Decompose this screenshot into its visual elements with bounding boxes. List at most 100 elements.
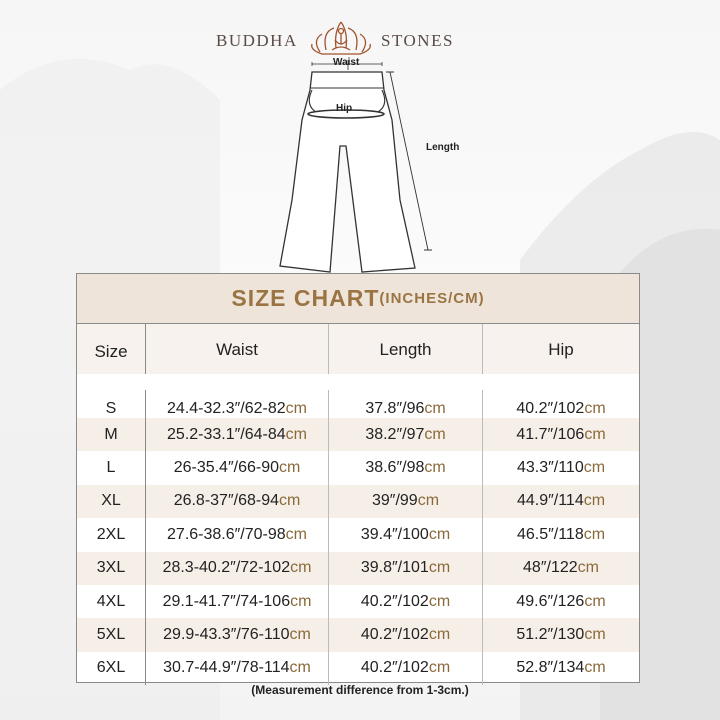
- size-cell-value: S: [105, 400, 117, 417]
- hip-cell: 40.2″/102 cm: [483, 390, 639, 418]
- size-cell: 2XL: [77, 518, 146, 552]
- size-cell-value: 4XL: [96, 592, 126, 610]
- title-text: SIZE CHART: [231, 285, 380, 311]
- length-cell-value: 39.4″/100: [360, 525, 429, 543]
- cm-unit: cm: [584, 592, 606, 610]
- length-cell-value: 40.2″/102: [360, 626, 429, 644]
- cm-unit: cm: [285, 425, 307, 443]
- cm-unit: cm: [290, 559, 312, 577]
- hip-cell-value: 51.2″/130: [516, 626, 585, 644]
- waist-cell: 29.9-43.3″/76-110 cm: [146, 618, 329, 652]
- cm-unit: cm: [289, 659, 311, 677]
- cm-unit: cm: [424, 459, 446, 477]
- cm-unit: cm: [584, 659, 606, 677]
- brand-logo: BUDDHA STONES: [200, 18, 480, 62]
- size-cell: 3XL: [77, 551, 146, 585]
- size-cell: L: [77, 451, 146, 485]
- size-cell-value: 3XL: [96, 559, 126, 577]
- cm-unit: cm: [428, 525, 451, 543]
- waist-cell: 27.6-38.6″/70-98 cm: [146, 518, 329, 552]
- lotus-meditation-icon: [311, 21, 371, 55]
- length-cell: 39.8″/101 cm: [329, 551, 483, 585]
- size-cell-value: 5XL: [96, 626, 126, 644]
- waist-cell: 26-35.4″/66-90 cm: [146, 451, 329, 485]
- waist-cell: 28.3-40.2″/72-102 cm: [146, 551, 329, 585]
- size-cell: 6XL: [77, 651, 146, 686]
- waist-cell-value: 27.6-38.6″/70-98: [167, 525, 286, 543]
- length-cell-value: 39″/99: [371, 492, 418, 510]
- waist-cell-value: 24.4-32.3″/62-82: [167, 400, 286, 417]
- hip-cell-value: 43.3″/110: [516, 459, 584, 477]
- cm-unit: cm: [278, 492, 301, 510]
- length-cell-value: 40.2″/102: [360, 659, 429, 677]
- waist-label: Waist: [333, 57, 360, 68]
- size-cell-value: M: [104, 425, 118, 443]
- size-chart-table: SIZE CHART (INCHES/CM) Size Waist Length …: [76, 273, 640, 686]
- cm-unit: cm: [583, 492, 606, 510]
- cm-unit: cm: [424, 425, 446, 443]
- size-cell: M: [77, 418, 146, 452]
- size-cell: XL: [77, 484, 146, 519]
- size-cell: S: [77, 390, 146, 418]
- size-cell-value: 6XL: [96, 659, 126, 677]
- cm-unit: cm: [584, 626, 606, 644]
- hip-cell-value: 49.6″/126: [516, 592, 585, 610]
- cm-unit: cm: [278, 459, 301, 477]
- table-row: L 26-35.4″/66-90 cm 38.6″/98 cm 43.3″/110 cm: [77, 451, 639, 485]
- brand-name-left: BUDDHA: [216, 31, 298, 50]
- table-row: S 24.4-32.3″/62-82 cm 37.8″/96 cm 40.2″/102 cm: [77, 374, 639, 418]
- length-cell-value: 39.8″/101: [360, 559, 429, 577]
- length-cell: 40.2″/102 cm: [329, 584, 483, 619]
- cm-unit: cm: [584, 425, 606, 443]
- length-cell: 40.2″/102 cm: [329, 651, 483, 686]
- size-cell-value: 2XL: [96, 525, 126, 543]
- hip-cell: 49.6″/126 cm: [483, 585, 639, 618]
- table-row: 4XL 29.1-41.7″/74-106 cm 40.2″/102 cm 49.6″/1…: [77, 584, 639, 619]
- length-cell-value: 38.6″/98: [365, 459, 425, 477]
- hip-cell: 51.2″/130 cm: [483, 618, 639, 651]
- table-row: M 25.2-33.1″/64-84 cm 38.2″/97 cm 41.7″/106 cm: [77, 418, 639, 452]
- length-cell-value: 38.2″/97: [365, 425, 425, 443]
- cm-unit: cm: [428, 626, 451, 644]
- header-row: Size Waist Length Hip: [77, 324, 639, 374]
- title-units: (INCHES/CM): [379, 290, 485, 307]
- length-cell: 39.4″/100 cm: [329, 518, 483, 552]
- waist-cell: 30.7-44.9″/78-114 cm: [146, 651, 329, 686]
- size-cell-value: XL: [101, 492, 121, 510]
- waist-cell-value: 26.8-37″/68-94: [173, 492, 279, 510]
- cm-unit: cm: [584, 400, 606, 417]
- hip-cell-value: 52.8″/134: [516, 659, 585, 677]
- length-cell-value: 40.2″/102: [360, 592, 429, 610]
- hip-label: Hip: [336, 103, 353, 114]
- waist-cell: 26.8-37″/68-94 cm: [146, 484, 329, 519]
- waist-cell: 24.4-32.3″/62-82 cm: [146, 390, 329, 418]
- header-size: Size: [77, 324, 146, 374]
- waist-cell-value: 29.1-41.7″/74-106: [162, 592, 291, 610]
- size-chart-title: SIZE CHART (INCHES/CM): [77, 274, 639, 324]
- hip-cell-value: 40.2″/102: [516, 400, 585, 417]
- hip-cell: 43.3″/110 cm: [483, 451, 639, 484]
- table-row: 6XL 30.7-44.9″/78-114 cm 40.2″/102 cm 52.8″/1…: [77, 651, 639, 686]
- hip-cell: 48″/122 cm: [483, 552, 639, 585]
- cm-unit: cm: [583, 525, 606, 543]
- waist-cell-value: 25.2-33.1″/64-84: [167, 425, 286, 443]
- size-cell: 5XL: [77, 618, 146, 652]
- length-cell: 38.2″/97 cm: [329, 418, 483, 452]
- hip-cell-value: 46.5″/118: [516, 525, 584, 543]
- waist-cell-value: 29.9-43.3″/76-110: [163, 626, 290, 644]
- waist-cell-value: 30.7-44.9″/78-114: [163, 659, 290, 677]
- table-row: 2XL 27.6-38.6″/70-98 cm 39.4″/100 cm 46.5″/11…: [77, 518, 639, 552]
- hip-cell-value: 48″/122: [523, 559, 578, 577]
- size-cell-value: L: [106, 459, 116, 477]
- brand-name-right: STONES: [381, 31, 454, 50]
- length-cell: 38.6″/98 cm: [329, 451, 483, 485]
- length-label: Length: [426, 142, 460, 153]
- table-row: 5XL 29.9-43.3″/76-110 cm 40.2″/102 cm 51.2″/1…: [77, 618, 639, 652]
- table-row: XL 26.8-37″/68-94 cm 39″/99 cm 44.9″/114 cm: [77, 484, 639, 519]
- cm-unit: cm: [583, 459, 606, 477]
- length-cell: 37.8″/96 cm: [329, 390, 483, 418]
- header-length: Length: [329, 324, 483, 374]
- cm-unit: cm: [290, 592, 312, 610]
- hip-cell-value: 41.7″/106: [516, 425, 585, 443]
- hip-cell: 41.7″/106 cm: [483, 418, 639, 451]
